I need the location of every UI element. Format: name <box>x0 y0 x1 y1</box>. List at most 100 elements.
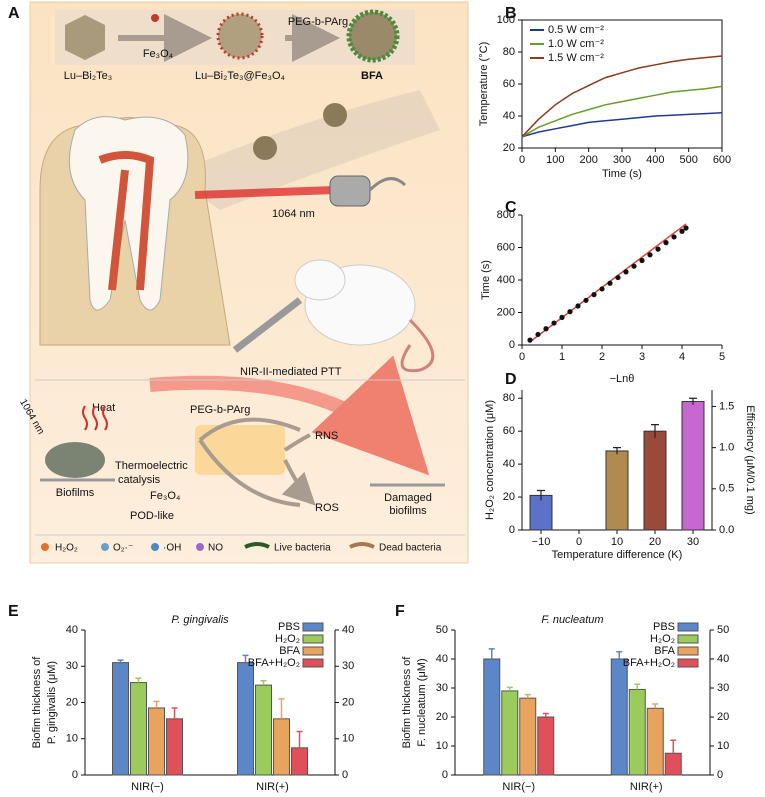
y-tick-label: 20 <box>66 696 78 708</box>
biofilm <box>45 442 105 478</box>
y-tick-label: 800 <box>497 209 515 221</box>
catalysis-label: catalysis <box>118 474 161 486</box>
pod-label: POD-like <box>130 510 174 522</box>
y-tick-label: 20 <box>342 696 354 708</box>
y-tick-label: 400 <box>497 274 515 286</box>
y-tick-label: 0 <box>717 769 723 781</box>
laser-device <box>329 175 371 207</box>
pulp <box>98 151 155 291</box>
legend-label: BFA+H₂O₂ <box>248 657 300 669</box>
bfa <box>323 103 347 127</box>
y-tick-label: 10 <box>342 733 354 745</box>
legend-icon <box>151 543 159 551</box>
error-bar <box>506 686 513 691</box>
polymer-label: PEG-b-PArg <box>190 404 250 416</box>
bar <box>112 662 129 776</box>
laser-beam <box>194 186 336 199</box>
bar <box>519 697 537 776</box>
cable <box>368 177 407 192</box>
syringe <box>232 297 303 353</box>
bar <box>610 658 628 776</box>
bar <box>529 494 553 531</box>
line <box>521 85 723 138</box>
y-tick-label: 10 <box>436 740 448 752</box>
x-tick-label: 0 <box>576 536 582 548</box>
biofilms-label: Biofilms <box>56 487 95 499</box>
legend-icon <box>349 542 375 549</box>
x-tick-label: NIR(+) <box>630 781 663 793</box>
y-axis-label: Biofim thickness of <box>31 656 43 749</box>
x-tick-label: 0 <box>519 154 525 166</box>
point <box>551 320 557 326</box>
y-tick-label: 40 <box>503 458 515 470</box>
error-bar <box>613 447 621 455</box>
ros-label: ROS <box>315 502 339 514</box>
line <box>521 112 723 138</box>
nanosheet <box>65 15 105 60</box>
error-bar <box>153 700 160 708</box>
error-bar <box>488 648 495 659</box>
bar <box>537 716 555 776</box>
point <box>527 337 533 343</box>
point <box>623 269 629 275</box>
error-bar <box>651 423 659 438</box>
point <box>615 274 621 281</box>
legend-swatch <box>302 646 324 656</box>
legend-label: H₂O₂ <box>650 633 675 645</box>
damaged-label: biofilms <box>389 505 427 517</box>
error-bar <box>278 698 285 719</box>
line <box>521 55 723 138</box>
legend-label: 0.5 W cm⁻² <box>548 24 604 36</box>
legend-swatch <box>302 622 324 632</box>
legend-icon <box>196 543 204 551</box>
error-bar <box>117 659 124 663</box>
synthesis-label: PEG-b-PArg <box>288 16 348 28</box>
legend-label: BFA <box>654 645 675 657</box>
x-tick-label: 30 <box>687 536 699 548</box>
bar <box>255 684 272 776</box>
bar <box>273 718 290 776</box>
point <box>567 309 573 315</box>
bfa <box>253 136 277 160</box>
chart-title: F. nucleatum <box>541 614 603 626</box>
bar <box>130 682 147 776</box>
y-tick-label: 0.0 <box>719 524 734 536</box>
y-tick-label: 50 <box>436 624 448 636</box>
y-tick-label: 50 <box>717 624 729 636</box>
x-tick-label: NIR(+) <box>256 781 289 793</box>
panel-label: E <box>8 603 19 620</box>
error-bar <box>260 680 267 686</box>
y-tick-label: 40 <box>436 653 448 665</box>
heat-waves <box>82 405 108 431</box>
y-axis-label: F. nucleatum (μM) <box>416 658 428 746</box>
y-tick-label: 40 <box>66 624 78 636</box>
y2-axis-label: Efficiency (μM/0.1 mg) <box>744 405 756 514</box>
error-bar <box>242 654 249 663</box>
point <box>591 292 597 298</box>
x-axis-label: −Lnθ <box>610 373 635 385</box>
x-axis-label: Temperature difference (K) <box>552 549 683 561</box>
point <box>583 297 589 303</box>
legend-label: Live bacteria <box>274 543 331 554</box>
panel-label: F <box>395 603 405 620</box>
y-tick-label: 40 <box>503 110 515 122</box>
x-tick-label: 500 <box>679 154 697 166</box>
bar <box>643 430 667 531</box>
error-bar <box>670 739 677 754</box>
legend-label: 1.0 W cm⁻² <box>548 38 604 50</box>
x-tick-label: NIR(−) <box>131 781 164 793</box>
y-tick-label: 60 <box>503 425 515 437</box>
bar <box>646 707 664 776</box>
y-axis-label: Temperature (°C) <box>478 42 490 126</box>
legend-label: ·OH <box>163 543 181 554</box>
error-bar <box>135 677 142 683</box>
x-tick-label: 200 <box>579 154 597 166</box>
y-axis-label: Biofim thickness of <box>401 656 413 749</box>
ptt-arrow <box>149 355 430 476</box>
legend-label: Dead bacteria <box>379 543 442 554</box>
legend-swatch <box>677 634 699 644</box>
x-tick-label: 600 <box>713 154 731 166</box>
y-tick-label: 80 <box>503 392 515 404</box>
error-bar <box>524 693 531 699</box>
